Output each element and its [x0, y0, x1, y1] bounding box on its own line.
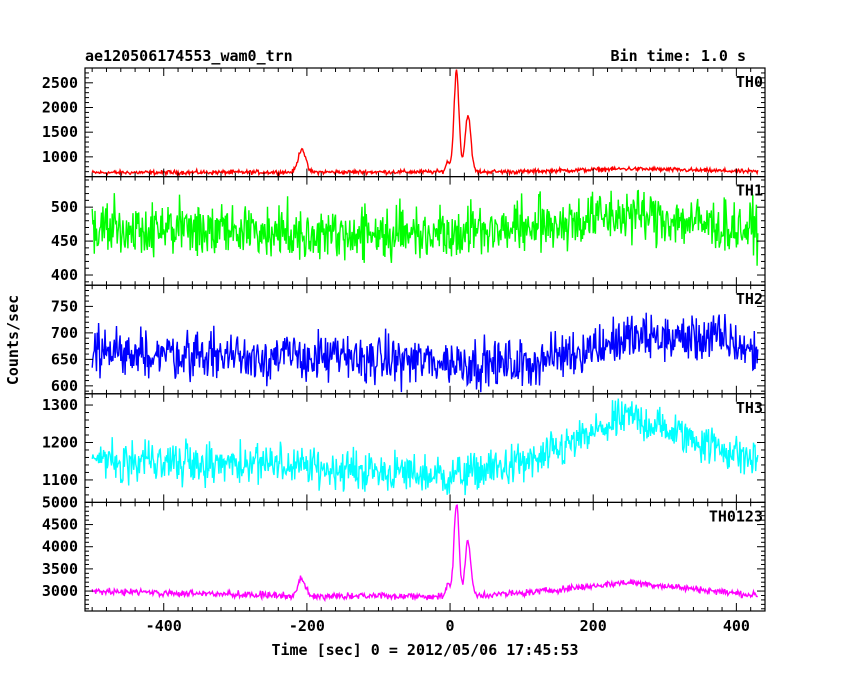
series-line-th2: [91, 312, 759, 393]
panel-label-th3: TH3: [736, 399, 763, 417]
panel-th3: 1100 1200 1300 TH3: [42, 393, 766, 503]
x-tick-label: 0: [446, 617, 455, 635]
panel-label-th0123: TH0123: [709, 507, 763, 525]
panel-frame: [84, 67, 766, 178]
x-tick-label: -400: [146, 617, 182, 635]
panel-th0: 1000 1500 2000 2500 TH0: [42, 67, 766, 178]
series-line-th1: [91, 189, 759, 266]
x-axis-label: Time [sec] 0 = 2012/05/06 17:45:53: [271, 641, 578, 659]
panel-th2: 600 650 700 750 TH2: [51, 284, 766, 395]
y-tick-label: 5000: [42, 493, 78, 511]
panel-label-th0: TH0: [736, 73, 763, 91]
y-tick-label: 650: [51, 350, 78, 368]
y-tick-label: 1000: [42, 148, 78, 166]
y-tick-label: 3000: [42, 582, 78, 600]
y-tick-label: 750: [51, 297, 78, 315]
y-tick-label: 2500: [42, 74, 78, 92]
series-line-th3: [91, 398, 759, 496]
y-tick-label: 700: [51, 324, 78, 342]
y-tick-label: 3500: [42, 560, 78, 578]
y-tick-label: 450: [51, 232, 78, 250]
panel-th0123: 3000 3500 4000 4500 5000 TH0123 -400 -200 0 200 40…: [42, 493, 766, 635]
y-tick-label: 1500: [42, 123, 78, 141]
panel-label-th2: TH2: [736, 290, 763, 308]
y-axis-label: Counts/sec: [4, 295, 22, 385]
panel-frame: [84, 501, 766, 612]
y-tick-label: 1200: [42, 433, 78, 451]
chart-title: ae120506174553_wam0_trn: [85, 47, 293, 65]
x-tick-label: -200: [289, 617, 325, 635]
x-tick-label: 400: [723, 617, 750, 635]
panel-th1: 400 450 500 TH1: [51, 176, 766, 286]
y-tick-label: 2000: [42, 98, 78, 116]
x-tick-label: 200: [580, 617, 607, 635]
bin-time-label: Bin time: 1.0 s: [611, 47, 746, 65]
y-tick-label: 1300: [42, 396, 78, 414]
y-tick-label: 1100: [42, 471, 78, 489]
y-tick-label: 500: [51, 198, 78, 216]
y-tick-label: 600: [51, 377, 78, 395]
y-tick-label: 400: [51, 266, 78, 284]
panel-label-th1: TH1: [736, 182, 763, 200]
y-tick-label: 4500: [42, 516, 78, 534]
series-line-th0: [91, 69, 759, 177]
series-line-th0123: [91, 504, 758, 603]
y-tick-label: 4000: [42, 538, 78, 556]
